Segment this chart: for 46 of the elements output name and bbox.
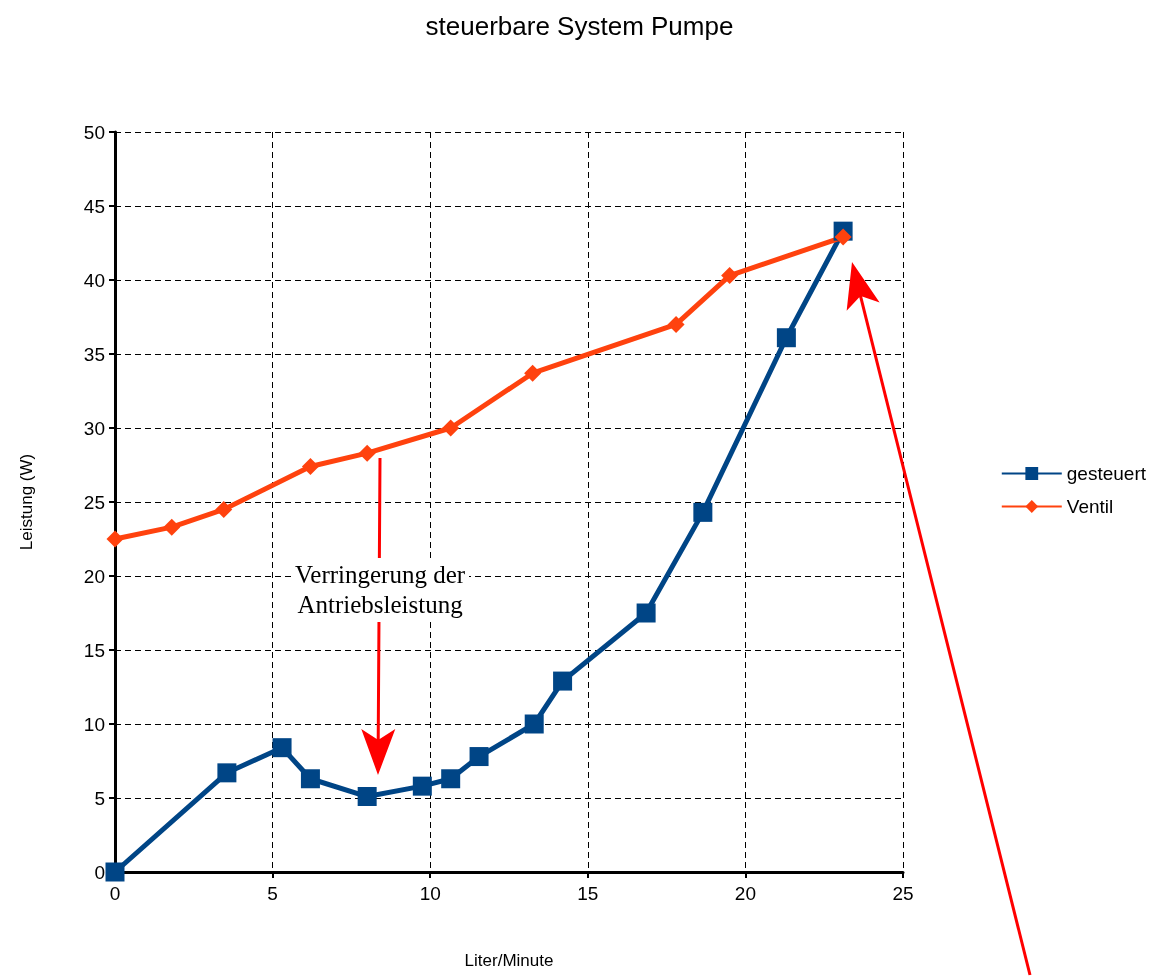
- point: [667, 315, 685, 333]
- x-tick-label: 0: [109, 883, 121, 904]
- annotation: Verringerung der Antriebsleistung: [291, 558, 470, 622]
- y-tick-label: 20: [83, 565, 105, 587]
- point: [721, 267, 739, 285]
- point: [217, 763, 237, 783]
- y-tick-label: 45: [83, 195, 105, 217]
- y-tick-label: 50: [83, 121, 105, 143]
- point: [358, 444, 376, 462]
- y-tick-label: 25: [83, 491, 105, 513]
- point: [636, 603, 656, 623]
- y-tick-label: 10: [83, 713, 105, 735]
- chart-title: steuerbare System Pumpe: [425, 11, 734, 41]
- point: [834, 228, 852, 246]
- y-tick-label: 40: [83, 269, 105, 291]
- point: [163, 518, 181, 536]
- legend-label: Ventil: [1066, 496, 1114, 517]
- point: [105, 862, 125, 882]
- y-tick-label: 30: [83, 417, 105, 439]
- point: [442, 419, 460, 437]
- y-axis-title: Leistung (W): [17, 453, 36, 551]
- legend-label: gesteuert: [1066, 463, 1147, 484]
- point: [357, 787, 377, 807]
- x-tick-label: 20: [734, 883, 756, 904]
- y-tick-label: 0: [94, 861, 105, 883]
- x-tick-label: 15: [577, 883, 599, 904]
- x-tick-label: 5: [267, 883, 278, 904]
- x-tick-label: 25: [892, 883, 914, 904]
- point: [106, 530, 124, 548]
- point: [215, 500, 233, 518]
- x-axis-title: Liter/Minute: [464, 951, 554, 970]
- point: [524, 364, 542, 382]
- y-tick-label: 5: [94, 787, 105, 809]
- point: [301, 457, 319, 475]
- point: [776, 328, 796, 348]
- point: [441, 769, 461, 789]
- x-tick-label: 10: [419, 883, 441, 904]
- point: [300, 769, 320, 789]
- y-tick-label: 35: [83, 343, 105, 365]
- point: [469, 747, 489, 767]
- point: [524, 714, 544, 734]
- point: [553, 671, 573, 691]
- point: [693, 502, 713, 522]
- y-tick-label: 15: [83, 639, 105, 661]
- point: [272, 738, 292, 758]
- point: [412, 776, 432, 796]
